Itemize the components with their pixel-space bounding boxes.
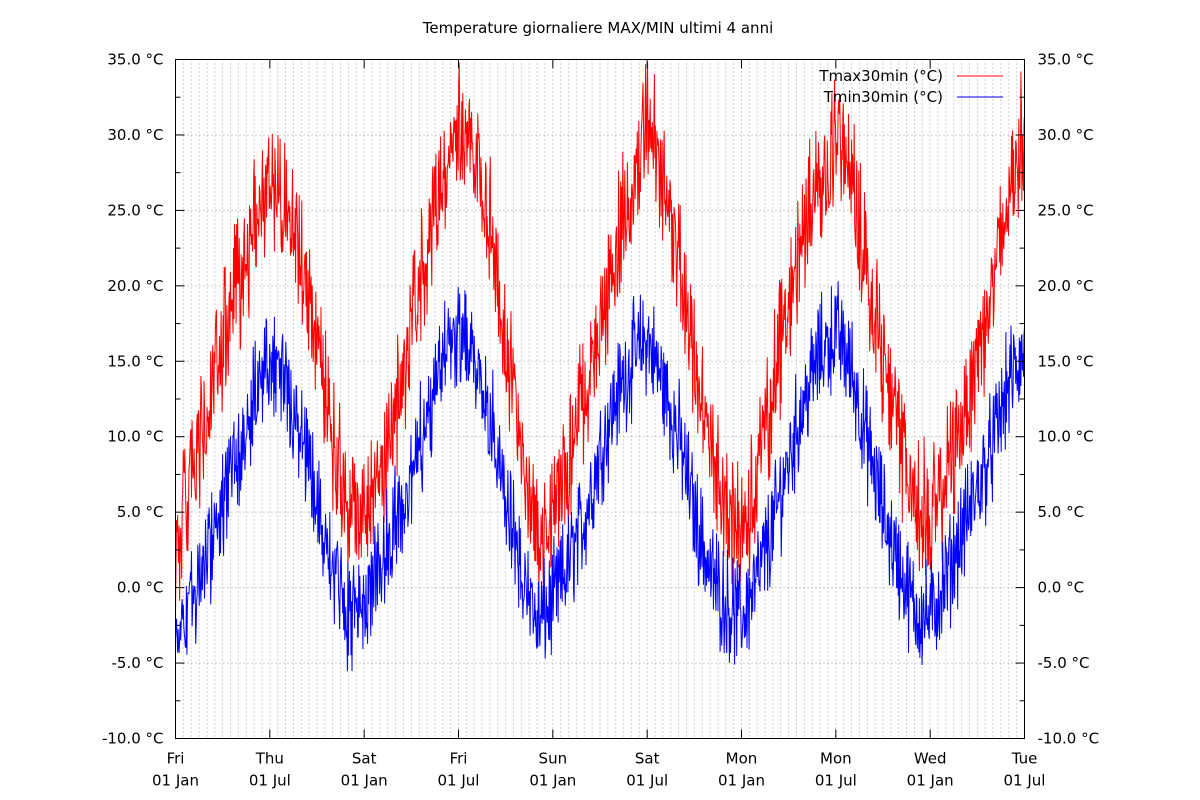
- legend: Tmax30min (°C) Tmin30min (°C): [818, 67, 1003, 106]
- x-tick-label-date: 01 Jan: [907, 772, 954, 790]
- x-tick-label-day: Sat: [635, 750, 660, 768]
- x-tick-label-date: 01 Jul: [438, 772, 480, 790]
- x-tick-label-date: 01 Jan: [718, 772, 765, 790]
- y-tick-label-right: 5.0 °C: [1038, 503, 1085, 521]
- x-tick-label-day: Sun: [539, 750, 568, 768]
- x-tick-label-date: 01 Jan: [529, 772, 576, 790]
- x-tick-label-day: Thu: [255, 750, 284, 768]
- series-line-tmax: [175, 62, 1025, 615]
- y-tick-label-right: 35.0 °C: [1038, 51, 1094, 69]
- y-tick-label-left: -5.0 °C: [111, 654, 163, 672]
- y-tick-label-left: 0.0 °C: [117, 579, 164, 597]
- legend-label: Tmin30min (°C): [823, 88, 943, 106]
- x-tick-label-day: Wed: [914, 750, 947, 768]
- y-tick-label-right: 15.0 °C: [1038, 352, 1094, 370]
- y-tick-label-left: 5.0 °C: [117, 503, 164, 521]
- y-tick-label-right: 30.0 °C: [1038, 126, 1094, 144]
- y-tick-label-left: 35.0 °C: [107, 51, 163, 69]
- x-tick-label-date: 01 Jan: [152, 772, 199, 790]
- x-tick-label-day: Tue: [1011, 750, 1038, 768]
- y-tick-label-right: 10.0 °C: [1038, 428, 1094, 446]
- y-tick-label-left: 10.0 °C: [107, 428, 163, 446]
- y-tick-label-right: 25.0 °C: [1038, 201, 1094, 219]
- y-tick-label-left: 30.0 °C: [107, 126, 163, 144]
- y-tick-label-right: -10.0 °C: [1038, 730, 1100, 748]
- y-tick-label-right: -5.0 °C: [1038, 654, 1090, 672]
- chart-title: Temperature giornaliere MAX/MIN ultimi 4…: [422, 19, 774, 37]
- series-line-tmin: [175, 281, 1025, 672]
- axes: -10.0 °C -10.0 °C -5.0 °C -5.0 °C 0.0 °C 0.0 …: [102, 51, 1099, 790]
- x-tick-label-day: Sat: [352, 750, 377, 768]
- x-tick-label-date: 01 Jul: [815, 772, 857, 790]
- x-tick-label-day: Fri: [450, 750, 468, 768]
- y-tick-label-left: -10.0 °C: [102, 730, 164, 748]
- y-tick-label-left: 15.0 °C: [107, 352, 163, 370]
- x-tick-label-date: 01 Jul: [626, 772, 668, 790]
- x-tick-label-day: Fri: [167, 750, 185, 768]
- y-tick-label-left: 20.0 °C: [107, 277, 163, 295]
- x-tick-label-day: Mon: [726, 750, 758, 768]
- y-tick-label-right: 0.0 °C: [1038, 579, 1085, 597]
- y-tick-label-left: 25.0 °C: [107, 201, 163, 219]
- x-tick-label-day: Mon: [820, 750, 852, 768]
- x-tick-label-date: 01 Jul: [249, 772, 291, 790]
- x-tick-label-date: 01 Jul: [1004, 772, 1046, 790]
- series-layer: [175, 62, 1025, 672]
- legend-label: Tmax30min (°C): [818, 67, 943, 85]
- y-tick-label-right: 20.0 °C: [1038, 277, 1094, 295]
- x-tick-label-date: 01 Jan: [341, 772, 388, 790]
